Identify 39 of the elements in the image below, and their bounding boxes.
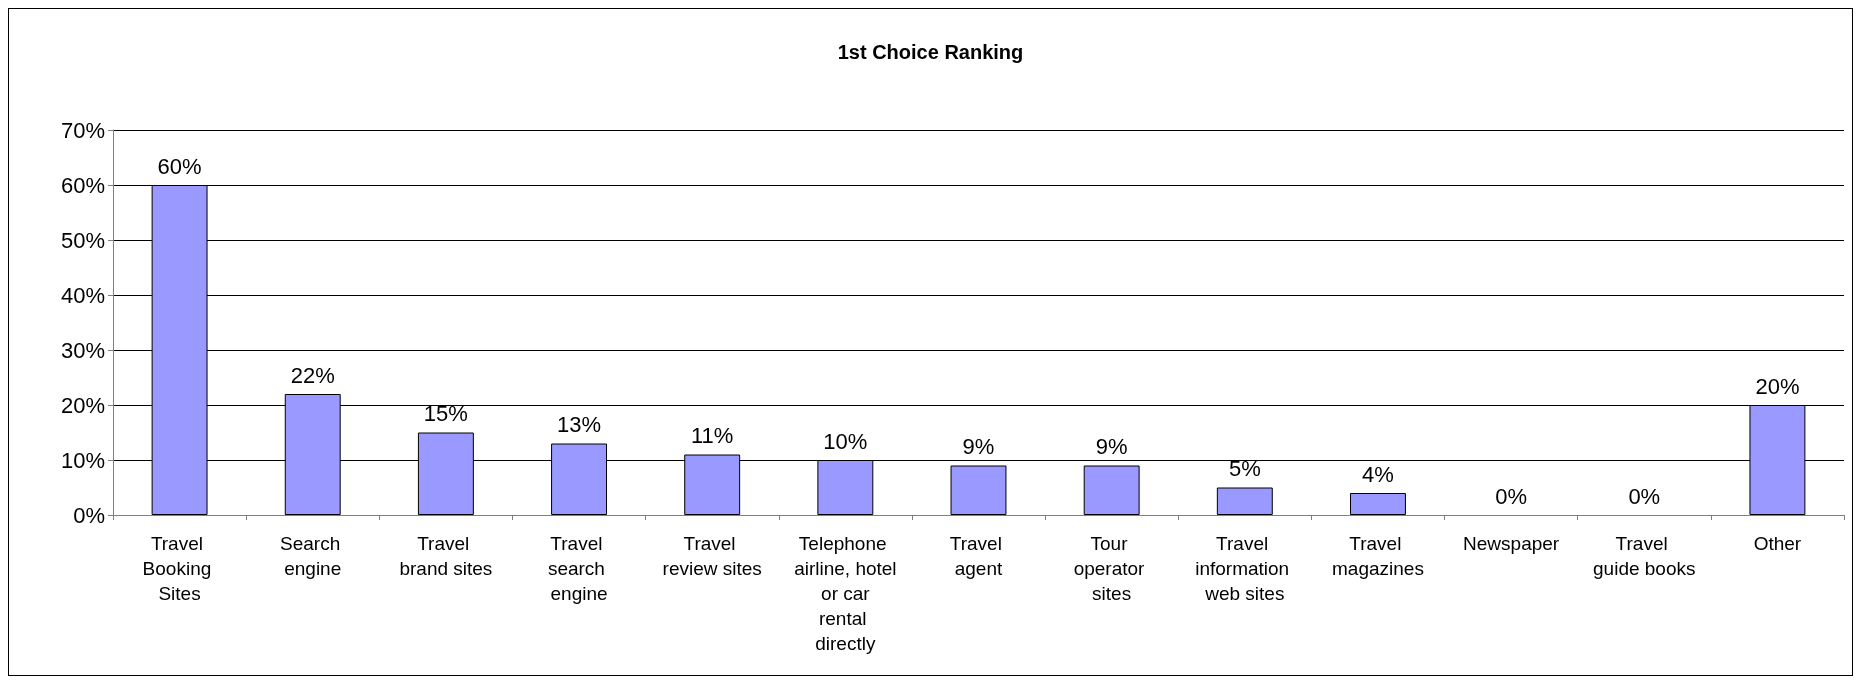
bar	[1350, 493, 1406, 515]
x-tick-label: Travel search engine	[547, 533, 611, 604]
x-tick-label: Telephone airline, hotel or car rental directly	[794, 533, 897, 654]
x-tick-label: Newspaper	[1463, 533, 1560, 554]
data-label: 11%	[690, 423, 734, 448]
data-label: 15%	[423, 401, 468, 426]
y-tick-label: 10%	[60, 447, 105, 473]
y-tick-label: 30%	[60, 337, 105, 363]
y-tick-label: 60%	[60, 172, 105, 198]
x-tick-label: Travel information web sites	[1195, 533, 1295, 604]
data-label: 4%	[1362, 461, 1394, 487]
data-label: 9%	[962, 434, 995, 459]
data-label: 0%	[1628, 483, 1661, 509]
data-label: 9%	[1095, 434, 1128, 459]
data-label: 20%	[1755, 373, 1800, 399]
y-tick-label: 70%	[60, 117, 105, 143]
x-tick-label: Travel magazines	[1332, 533, 1424, 579]
chart-title: 1st Choice Ranking	[837, 41, 1024, 63]
data-label: 5%	[1228, 456, 1261, 481]
bar	[1083, 465, 1140, 515]
x-tick-label: Travel agent	[949, 533, 1008, 579]
y-tick-label: 20%	[60, 392, 105, 418]
bar	[950, 465, 1007, 515]
bar	[1216, 487, 1273, 515]
x-tick-label: Travel review sites	[662, 533, 762, 579]
data-label: 13%	[557, 412, 602, 437]
y-tick-label: 50%	[60, 227, 105, 253]
data-label: 60%	[157, 153, 202, 179]
x-tick-label: Travel brand sites	[399, 533, 493, 579]
y-tick-label: 40%	[60, 282, 105, 308]
data-label: 22%	[290, 362, 335, 388]
x-tick-label: Other	[1753, 533, 1802, 554]
x-tick-label: Search engine	[279, 533, 346, 579]
x-tick-label: Travel Booking Sites	[142, 533, 217, 604]
y-tick-label: 0%	[73, 502, 105, 528]
data-label: 10%	[823, 428, 868, 454]
x-tick-label: Travel guide books	[1593, 533, 1696, 579]
data-label: 0%	[1495, 483, 1528, 509]
x-tick-label: Tour operator sites	[1073, 533, 1150, 604]
